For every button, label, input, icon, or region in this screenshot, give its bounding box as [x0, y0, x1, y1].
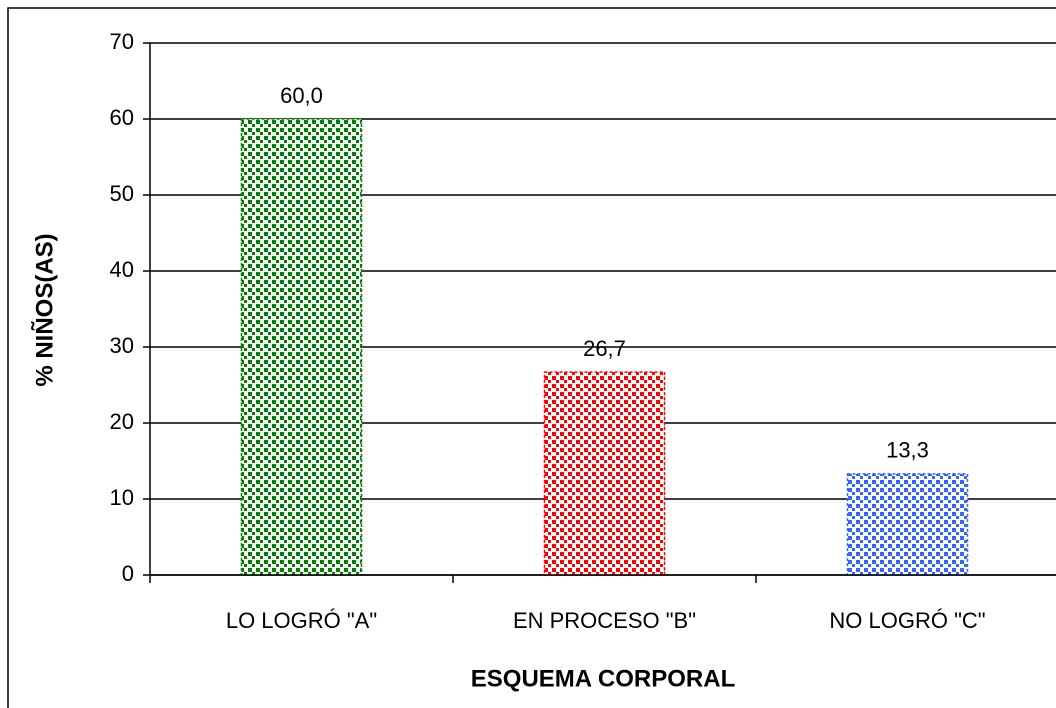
value-label: 60,0 — [280, 83, 323, 108]
x-tick-label: EN PROCESO "B" — [513, 608, 696, 633]
x-tick-label: NO LOGRÓ "C" — [829, 608, 985, 633]
y-tick-label: 0 — [122, 561, 134, 586]
value-label: 26,7 — [583, 336, 626, 361]
y-tick-label: 10 — [110, 485, 134, 510]
y-tick-label: 40 — [110, 257, 134, 282]
bar — [846, 473, 969, 576]
y-tick-label: 20 — [110, 409, 134, 434]
x-tick-label: LO LOGRÓ "A" — [226, 608, 377, 633]
y-tick-label: 60 — [110, 105, 134, 130]
chart-border — [7, 7, 1056, 708]
x-axis-label: ESQUEMA CORPORAL — [471, 665, 735, 692]
y-tick-label: 50 — [110, 181, 134, 206]
value-label: 13,3 — [886, 438, 929, 463]
bar — [240, 118, 363, 576]
y-axis-label: % NIÑOS(AS) — [30, 233, 58, 386]
bar — [543, 371, 666, 576]
y-tick-label: 30 — [110, 333, 134, 358]
y-tick-label: 70 — [110, 29, 134, 54]
